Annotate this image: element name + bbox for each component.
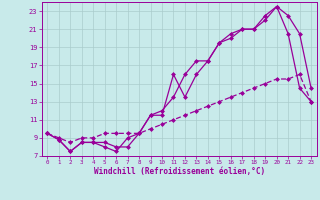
X-axis label: Windchill (Refroidissement éolien,°C): Windchill (Refroidissement éolien,°C): [94, 167, 265, 176]
